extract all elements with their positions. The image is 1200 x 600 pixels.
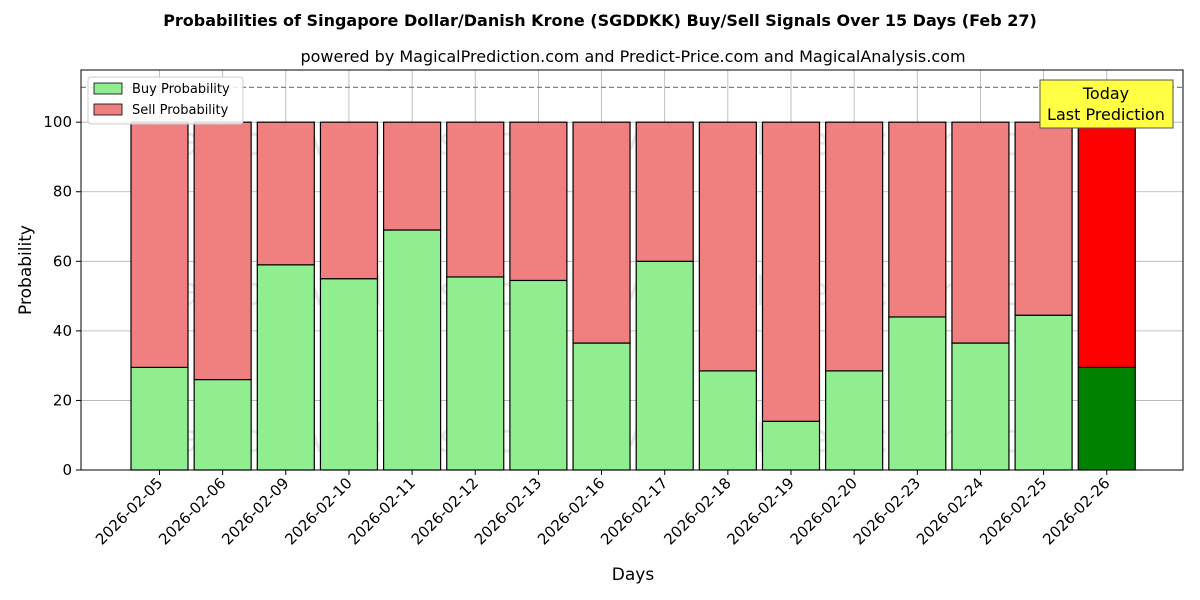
y-tick-label: 40 bbox=[53, 322, 72, 340]
bar-buy bbox=[1014, 314, 1073, 471]
y-tick-label: 80 bbox=[53, 183, 72, 201]
x-tick-label: 2026-02-18 bbox=[660, 474, 734, 548]
bar-sell bbox=[825, 121, 884, 372]
x-tick-label: 2026-02-10 bbox=[281, 474, 355, 548]
bar-sell bbox=[130, 121, 189, 368]
bar-sell bbox=[1077, 121, 1136, 368]
x-tick-label: 2026-02-26 bbox=[1039, 474, 1113, 548]
today-annotation: Today Last Prediction bbox=[1039, 79, 1174, 129]
bar-buy bbox=[572, 342, 631, 471]
bar-buy bbox=[193, 378, 252, 471]
bar-sell bbox=[509, 121, 568, 282]
today-annotation-line-1: Today bbox=[1082, 84, 1129, 103]
x-tick-label: 2026-02-25 bbox=[976, 474, 1050, 548]
bar-sell bbox=[698, 121, 757, 372]
y-axis-label: Probability bbox=[16, 225, 36, 315]
legend-label-sell: Sell Probability bbox=[132, 103, 229, 118]
chart-subtitle: powered by MagicalPrediction.com and Pre… bbox=[300, 47, 965, 66]
x-tick-label: 2026-02-12 bbox=[408, 474, 482, 548]
bar-buy bbox=[509, 279, 568, 471]
bar-buy bbox=[825, 370, 884, 471]
x-tick-label: 2026-02-05 bbox=[92, 474, 166, 548]
bar-buy bbox=[383, 229, 442, 471]
bar-sell bbox=[761, 121, 821, 422]
bar-buy bbox=[635, 260, 694, 471]
bar-sell bbox=[193, 121, 252, 381]
x-tick-label: 2026-02-19 bbox=[723, 474, 797, 548]
x-axis: 2026-02-052026-02-062026-02-092026-02-10… bbox=[92, 470, 1114, 548]
plot-frame bbox=[80, 69, 1184, 471]
bar-sell bbox=[319, 121, 379, 280]
y-tick-label: 20 bbox=[53, 391, 72, 409]
x-axis-label: Days bbox=[612, 565, 655, 585]
bar-sell bbox=[888, 121, 947, 318]
bar-buy bbox=[130, 366, 189, 471]
x-tick-label: 2026-02-24 bbox=[913, 474, 987, 548]
legend-swatch-buy bbox=[93, 82, 123, 95]
legend: Buy Probability Sell Probability bbox=[87, 76, 244, 125]
bar-buy bbox=[951, 342, 1010, 471]
x-tick-label: 2026-02-20 bbox=[787, 474, 861, 548]
today-annotation-line-2: Last Prediction bbox=[1047, 105, 1165, 124]
y-axis: 0 20 40 60 80 100 bbox=[43, 113, 81, 479]
x-tick-label: 2026-02-09 bbox=[218, 474, 292, 548]
bar-sell bbox=[1014, 121, 1073, 316]
bar-buy bbox=[319, 278, 379, 471]
legend-frame bbox=[87, 76, 244, 125]
bar-sell bbox=[635, 121, 694, 262]
legend-swatch-sell bbox=[93, 103, 123, 116]
bar-buy bbox=[446, 276, 505, 471]
x-tick-label: 2026-02-17 bbox=[597, 474, 671, 548]
x-tick-label: 2026-02-06 bbox=[155, 474, 229, 548]
bar-buy bbox=[256, 264, 315, 471]
y-tick-label: 0 bbox=[62, 461, 72, 479]
today-annotation-box bbox=[1039, 79, 1174, 129]
bar-buy bbox=[1077, 366, 1136, 471]
bar-buy bbox=[698, 370, 757, 471]
bar-sell bbox=[446, 121, 505, 278]
bar-sell bbox=[383, 121, 442, 231]
bar-buy bbox=[888, 316, 947, 471]
bar-sell bbox=[572, 121, 631, 344]
bar-sell bbox=[256, 121, 315, 266]
bar-buy bbox=[761, 420, 821, 471]
x-tick-label: 2026-02-13 bbox=[471, 474, 545, 548]
x-tick-label: 2026-02-23 bbox=[850, 474, 924, 548]
bars bbox=[130, 121, 1136, 471]
chart-title: Probabilities of Singapore Dollar/Danish… bbox=[163, 11, 1037, 30]
y-tick-label: 100 bbox=[43, 113, 72, 131]
bar-sell bbox=[951, 121, 1010, 344]
x-tick-label: 2026-02-16 bbox=[534, 474, 608, 548]
legend-label-buy: Buy Probability bbox=[132, 82, 230, 97]
y-tick-label: 60 bbox=[53, 252, 72, 270]
x-tick-label: 2026-02-11 bbox=[345, 474, 419, 548]
